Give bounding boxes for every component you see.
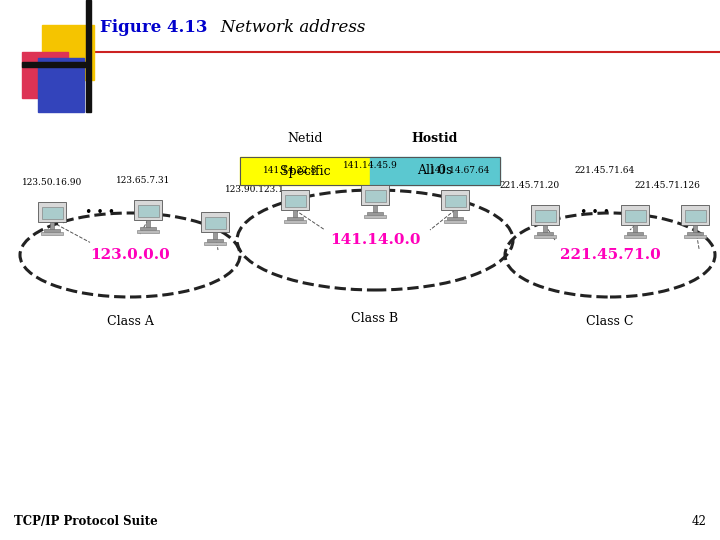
Bar (240, 157, 370, 185)
Bar (624, 210, 646, 222)
Bar (444, 220, 467, 224)
Bar (444, 194, 466, 207)
Bar (626, 232, 644, 235)
Bar (543, 225, 547, 233)
Bar (293, 210, 297, 218)
Bar (681, 205, 709, 225)
Bar (531, 205, 559, 225)
Bar (41, 232, 63, 235)
Bar (207, 239, 223, 242)
Text: • • •: • • • (360, 195, 390, 208)
Bar (22, 62, 86, 67)
Text: 42: 42 (691, 515, 706, 528)
Text: TCP/IP Protocol Suite: TCP/IP Protocol Suite (14, 515, 158, 528)
Bar (633, 225, 637, 233)
Bar (240, 157, 500, 185)
Bar (364, 190, 385, 202)
Bar (138, 205, 158, 217)
Bar (687, 232, 703, 235)
Bar (361, 185, 389, 205)
Bar (373, 205, 377, 213)
Text: 221.45.71.126: 221.45.71.126 (634, 181, 700, 190)
Text: Class C: Class C (586, 315, 634, 328)
Text: 123.0.0.0: 123.0.0.0 (90, 248, 170, 262)
Bar (38, 58, 84, 112)
Bar (213, 232, 217, 240)
Bar (441, 191, 469, 210)
Text: • • •: • • • (85, 206, 115, 219)
Bar (287, 217, 303, 220)
Bar (446, 217, 464, 220)
Bar (22, 52, 68, 98)
Bar (534, 235, 556, 238)
Text: 141.14.67.64: 141.14.67.64 (430, 166, 490, 175)
Text: 123.50.16.90: 123.50.16.90 (22, 178, 82, 187)
Bar (621, 205, 649, 225)
Text: All 0s: All 0s (418, 165, 453, 178)
Bar (534, 210, 556, 222)
Text: Class B: Class B (351, 312, 399, 325)
Bar (370, 157, 500, 185)
Bar (693, 225, 697, 233)
Text: 221.45.71.64: 221.45.71.64 (575, 166, 635, 175)
Bar (38, 202, 66, 222)
Bar (140, 227, 156, 230)
Bar (86, 0, 91, 112)
Text: Hostid: Hostid (412, 132, 458, 145)
Text: 221.45.71.20: 221.45.71.20 (500, 181, 560, 190)
Bar (364, 215, 386, 218)
Text: • • •: • • • (580, 206, 610, 219)
Bar (134, 200, 162, 220)
Bar (42, 25, 94, 80)
Bar (146, 220, 150, 228)
Bar (536, 232, 554, 235)
Bar (284, 194, 305, 207)
Bar (201, 212, 229, 232)
Text: Class A: Class A (107, 315, 153, 328)
Bar (685, 210, 706, 222)
Bar (624, 235, 647, 238)
Text: Figure 4.13: Figure 4.13 (100, 19, 207, 37)
Text: 141.14.22.8: 141.14.22.8 (263, 166, 318, 175)
Bar (204, 242, 226, 245)
Text: Specific: Specific (279, 165, 330, 178)
Bar (453, 210, 457, 218)
Text: Network address: Network address (205, 19, 365, 37)
Bar (42, 207, 63, 219)
Bar (284, 220, 306, 224)
Bar (50, 222, 54, 230)
Text: 221.45.71.0: 221.45.71.0 (559, 248, 660, 262)
Text: Netid: Netid (287, 132, 323, 145)
Bar (44, 230, 60, 232)
Text: 123.90.123.1: 123.90.123.1 (225, 185, 285, 194)
Bar (281, 191, 309, 210)
Bar (204, 217, 225, 229)
Text: 141.14.45.9: 141.14.45.9 (343, 161, 397, 170)
Bar (366, 212, 384, 215)
Bar (684, 235, 706, 238)
Bar (137, 230, 159, 233)
Text: 141.14.0.0: 141.14.0.0 (330, 233, 420, 247)
Text: 123.65.7.31: 123.65.7.31 (116, 176, 170, 185)
